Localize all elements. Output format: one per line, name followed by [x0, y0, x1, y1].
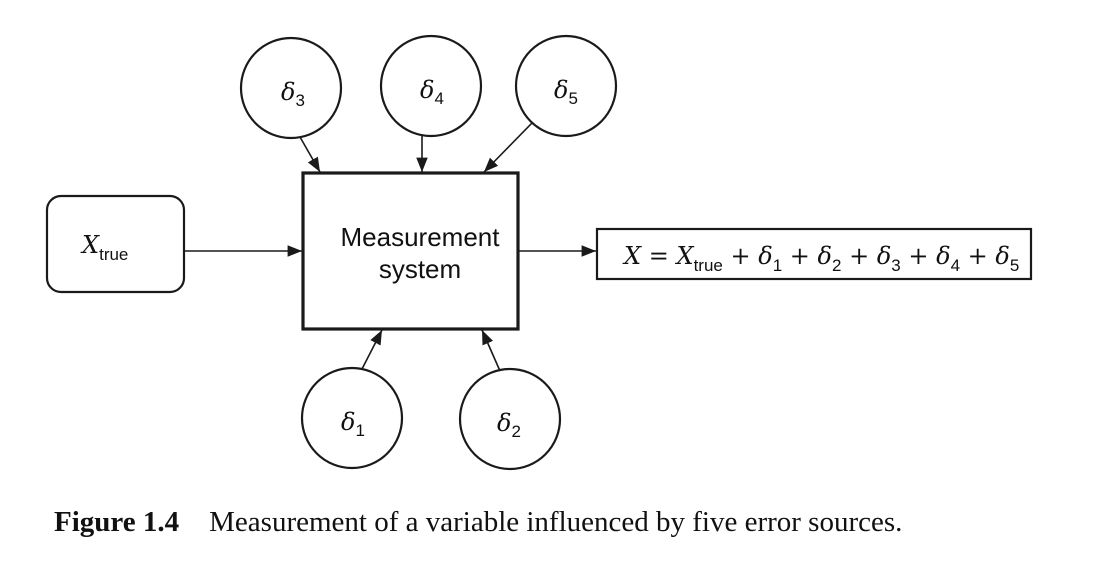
- plus-sign-2: +: [782, 242, 817, 270]
- error-symbol-delta-5: δ: [554, 76, 568, 104]
- error-index-delta-5: 5: [568, 89, 577, 108]
- figure-caption-text: Measurement of a variable influenced by …: [209, 506, 903, 538]
- error-node-delta-2: δ2: [458, 367, 562, 471]
- output-node: X = Xtrue + δ1 + δ2 + δ3 + δ4 + δ5: [595, 227, 1033, 281]
- error-node-delta-5: δ5: [514, 34, 618, 138]
- error-index-delta-2: 2: [511, 422, 520, 441]
- input-label: Xtrue: [80, 231, 128, 264]
- error-index-delta-4: 4: [434, 89, 443, 108]
- error-label-delta-1: δ1: [341, 408, 365, 440]
- error-node-delta-1: δ1: [300, 366, 404, 470]
- measurement-system-node: Measurement system: [301, 171, 520, 331]
- term-delta-3-index: 3: [891, 256, 900, 275]
- input-subscript: true: [99, 245, 128, 264]
- figure-caption-label: Figure 1.4: [54, 506, 180, 538]
- output-lhs: X: [622, 242, 642, 270]
- error-node-delta-4: δ4: [379, 34, 483, 138]
- error-label-delta-5: δ5: [554, 76, 578, 108]
- error-label-delta-3: δ3: [281, 78, 305, 110]
- term-delta-4-index: 4: [951, 256, 960, 275]
- term-delta-5-index: 5: [1010, 256, 1019, 275]
- error-circle-delta-5: [514, 34, 618, 138]
- output-node-box: [595, 227, 1033, 281]
- term-delta-1: δ: [758, 242, 772, 270]
- error-index-delta-3: 3: [295, 91, 304, 110]
- figure-caption: Figure 1.4 Measurement of a variable infl…: [54, 506, 1054, 539]
- arrow-delta-1-to-system: [361, 329, 383, 370]
- arrow-delta-3-to-system: [299, 136, 321, 173]
- arrow-delta-2-to-system: [481, 329, 501, 372]
- plus-sign-4: +: [901, 242, 936, 270]
- plus-sign-5: +: [960, 242, 995, 270]
- term-delta-2: δ: [818, 242, 832, 270]
- error-label-delta-2: δ2: [497, 409, 521, 441]
- error-circle-delta-3: [239, 36, 343, 140]
- error-symbol-delta-2: δ: [497, 409, 511, 437]
- system-label-line2: system: [379, 254, 461, 284]
- output-x-subscript: true: [694, 256, 723, 275]
- input-symbol: X: [80, 231, 100, 259]
- error-symbol-delta-1: δ: [341, 408, 355, 436]
- term-delta-2-index: 2: [832, 256, 841, 275]
- system-label-line1: Measurement: [341, 222, 501, 252]
- output-equation: X = Xtrue + δ1 + δ2 + δ3 + δ4 + δ5: [622, 242, 1019, 275]
- term-delta-5: δ: [995, 242, 1009, 270]
- output-x-symbol: X: [674, 242, 694, 270]
- error-circle-delta-4: [379, 34, 483, 138]
- term-delta-1-index: 1: [773, 256, 782, 275]
- error-symbol-delta-3: δ: [281, 78, 295, 106]
- term-delta-3: δ: [877, 242, 891, 270]
- arrow-delta-5-to-system: [483, 122, 533, 173]
- error-symbol-delta-4: δ: [420, 76, 434, 104]
- error-label-delta-4: δ4: [420, 76, 444, 108]
- plus-sign-1: +: [723, 242, 758, 270]
- term-delta-4: δ: [936, 242, 950, 270]
- input-node-box: [45, 194, 186, 294]
- error-node-delta-3: δ3: [239, 36, 343, 140]
- error-index-delta-1: 1: [355, 421, 364, 440]
- plus-sign-3: +: [841, 242, 876, 270]
- error-circle-delta-2: [458, 367, 562, 471]
- error-circle-delta-1: [300, 366, 404, 470]
- input-node: Xtrue: [45, 194, 186, 294]
- measurement-system-box: [301, 171, 520, 331]
- output-equals: =: [641, 242, 676, 270]
